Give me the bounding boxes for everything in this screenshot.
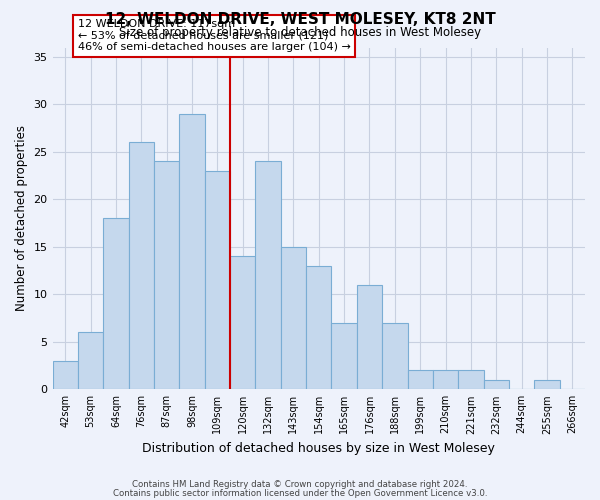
Bar <box>382 323 407 390</box>
X-axis label: Distribution of detached houses by size in West Molesey: Distribution of detached houses by size … <box>142 442 495 455</box>
Bar <box>306 266 331 390</box>
Text: Contains HM Land Registry data © Crown copyright and database right 2024.: Contains HM Land Registry data © Crown c… <box>132 480 468 489</box>
Bar <box>53 361 78 390</box>
Bar <box>230 256 256 390</box>
Bar <box>407 370 433 390</box>
Text: Size of property relative to detached houses in West Molesey: Size of property relative to detached ho… <box>119 26 481 39</box>
Bar <box>78 332 103 390</box>
Bar <box>128 142 154 390</box>
Bar <box>331 323 357 390</box>
Bar <box>103 218 128 390</box>
Y-axis label: Number of detached properties: Number of detached properties <box>15 126 28 312</box>
Bar <box>179 114 205 390</box>
Text: Contains public sector information licensed under the Open Government Licence v3: Contains public sector information licen… <box>113 488 487 498</box>
Bar <box>256 162 281 390</box>
Bar <box>458 370 484 390</box>
Bar <box>154 162 179 390</box>
Text: 12, WELDON DRIVE, WEST MOLESEY, KT8 2NT: 12, WELDON DRIVE, WEST MOLESEY, KT8 2NT <box>104 12 496 28</box>
Bar <box>205 171 230 390</box>
Bar <box>484 380 509 390</box>
Text: 12 WELDON DRIVE: 117sqm
← 53% of detached houses are smaller (121)
46% of semi-d: 12 WELDON DRIVE: 117sqm ← 53% of detache… <box>78 19 351 52</box>
Bar <box>281 247 306 390</box>
Bar <box>534 380 560 390</box>
Bar <box>357 285 382 390</box>
Bar <box>433 370 458 390</box>
